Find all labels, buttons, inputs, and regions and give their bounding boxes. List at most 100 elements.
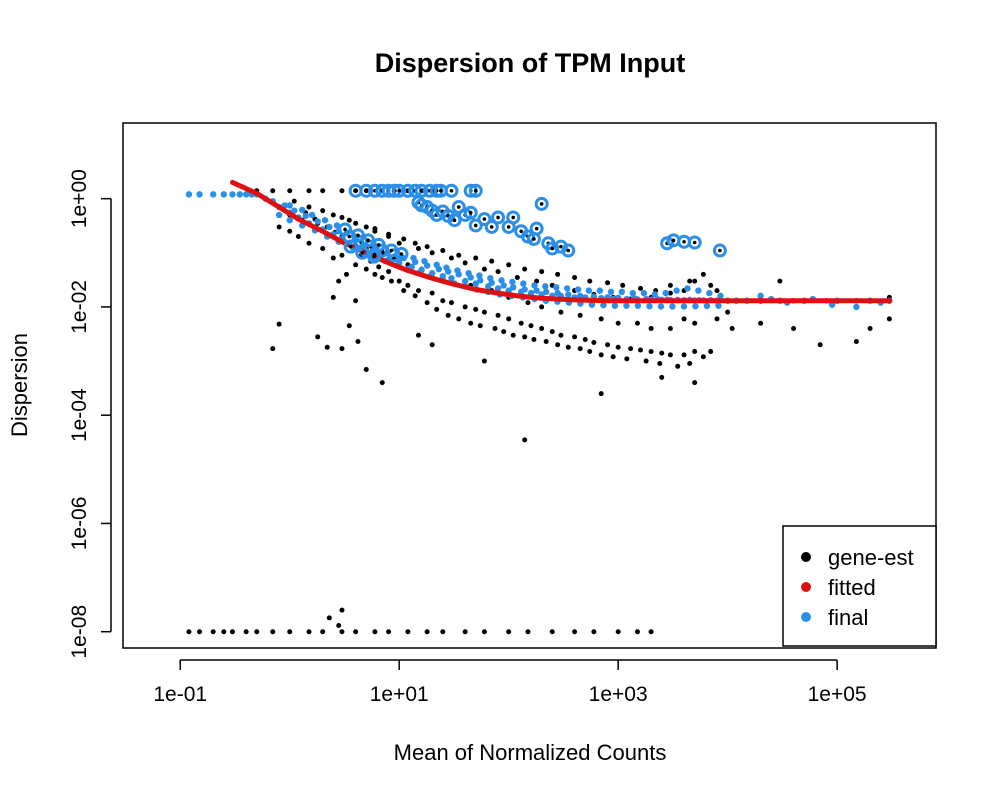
final-outlier-center	[456, 205, 461, 209]
gene-est-point	[415, 288, 421, 294]
gene-est-point	[386, 231, 392, 237]
final-point	[651, 291, 658, 298]
final-outlier-center	[496, 215, 500, 220]
gene-est-point	[339, 252, 345, 258]
final-point	[757, 292, 764, 300]
final-point	[588, 301, 596, 308]
gene-est-point	[506, 316, 512, 322]
gene-est-point	[336, 623, 342, 629]
gene-est-point	[531, 337, 537, 343]
final-point	[326, 223, 333, 231]
final-outlier-ring	[477, 212, 492, 227]
final-outlier-ring	[392, 183, 407, 198]
gene-est-point	[495, 269, 501, 275]
gene-est-point	[270, 629, 276, 635]
gene-est-point	[582, 337, 588, 343]
gene-est-point	[336, 278, 342, 284]
gene-est-point	[572, 629, 578, 635]
gene-est-point	[291, 198, 297, 204]
final-point	[487, 274, 494, 282]
final-outlier-center	[489, 225, 494, 229]
gene-est-point	[429, 342, 435, 348]
gene-est-point	[481, 629, 487, 635]
gene-est-point	[481, 266, 487, 272]
gene-est-point	[330, 212, 336, 218]
gene-est-point	[254, 629, 260, 635]
gene-est-point	[477, 323, 483, 329]
gene-est-point	[522, 266, 528, 272]
gene-est-point	[353, 262, 359, 268]
final-point	[410, 254, 417, 262]
final-point	[494, 285, 502, 292]
gene-est-point	[372, 271, 378, 277]
gene-est-point	[667, 290, 673, 296]
final-outlier-ring	[343, 239, 358, 254]
gene-est-point	[287, 228, 293, 234]
gene-est-point	[388, 278, 394, 284]
gene-est-point	[620, 282, 626, 288]
gene-est-point	[675, 363, 681, 369]
final-point	[596, 287, 604, 294]
gene-est-point	[659, 350, 665, 356]
gene-est-point	[667, 282, 673, 288]
gene-est-point	[306, 188, 312, 194]
gene-est-point	[648, 325, 654, 331]
final-outlier-center	[534, 226, 539, 231]
fitted-point	[823, 297, 830, 304]
gene-est-point	[572, 274, 578, 280]
gene-est-point	[700, 271, 706, 277]
gene-est-point	[355, 338, 361, 344]
final-point	[542, 288, 550, 296]
gene-est-point	[396, 278, 402, 284]
gene-est-point	[605, 342, 611, 348]
final-outlier-center	[506, 225, 511, 229]
final-outlier-center	[348, 244, 353, 249]
final-outlier-center	[566, 248, 571, 253]
gene-est-point	[462, 304, 468, 310]
final-point	[673, 287, 680, 294]
final-point	[286, 202, 293, 209]
final-point	[229, 191, 236, 198]
gene-est-point	[714, 316, 720, 322]
gene-est-point	[243, 629, 249, 635]
gene-est-point	[539, 304, 545, 310]
final-point	[692, 303, 699, 310]
final-point	[314, 218, 321, 225]
final-point	[669, 303, 676, 310]
gene-est-point	[295, 234, 301, 240]
legend-label-final: final	[828, 605, 868, 630]
gene-est-point	[605, 280, 611, 286]
gene-est-point	[514, 274, 520, 280]
final-point	[684, 285, 691, 292]
final-point	[498, 277, 505, 284]
gene-est-point	[324, 344, 330, 350]
final-outlier-center	[364, 188, 369, 193]
gene-est-point	[725, 309, 731, 315]
y-tick-label: 1e-04	[68, 388, 91, 442]
overlay-layer	[338, 183, 727, 264]
gene-est-point	[473, 306, 479, 312]
final-point	[553, 284, 560, 291]
final-outlier-ring	[367, 183, 382, 198]
gene-est-point	[648, 349, 654, 355]
gene-est-point	[405, 629, 411, 635]
gene-est-point	[510, 332, 516, 338]
gene-est-point	[687, 361, 693, 367]
final-point	[634, 302, 642, 309]
gene-est-point	[518, 320, 524, 326]
final-outlier-center	[559, 244, 563, 249]
final-outlier-center	[473, 223, 478, 228]
gene-est-point	[462, 260, 468, 266]
fitted-point	[757, 297, 764, 304]
gene-est-point	[549, 329, 555, 335]
final-point	[600, 301, 607, 309]
final-outlier-center	[482, 217, 487, 221]
gene-est-point	[346, 217, 352, 223]
final-outlier-ring	[400, 183, 415, 198]
final-point	[286, 217, 293, 224]
gene-est-point	[714, 288, 720, 294]
final-point	[291, 207, 298, 214]
gene-est-point	[558, 309, 564, 315]
gene-est-point	[473, 255, 479, 261]
final-outlier-center	[539, 202, 544, 206]
